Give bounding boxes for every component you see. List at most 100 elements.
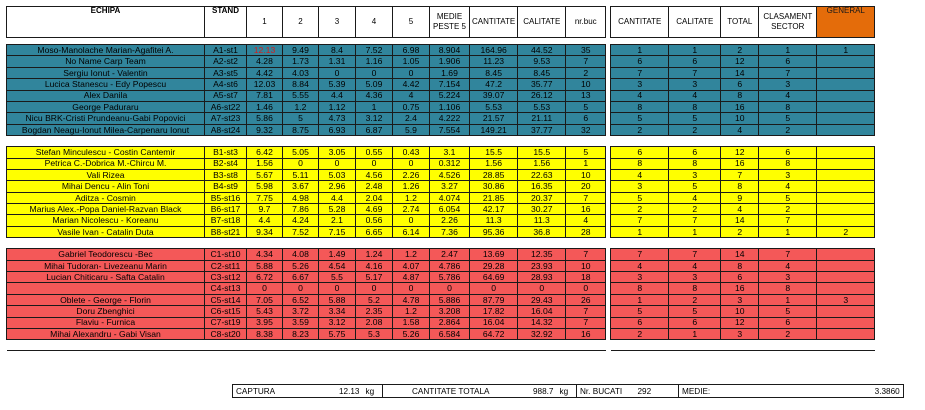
general-cell	[816, 112, 876, 125]
table-row: Mihai Tudoran- Livezeanu Marin C2-st11 5.8…	[6, 259, 876, 273]
spacer	[605, 294, 611, 306]
round-4-value: 6.65	[355, 225, 393, 239]
team-name	[6, 282, 205, 295]
round-1-value: 9.32	[246, 123, 283, 137]
table-row: No Name Carp Team A2-st2 4.28 1.73 1.31 1.16 1…	[6, 55, 876, 68]
gap-cell	[6, 37, 205, 45]
round-3-value: 5.03	[318, 168, 356, 182]
total-cell: 8	[720, 259, 760, 273]
gap-cell	[565, 37, 606, 45]
gap-cell	[246, 135, 283, 148]
clasament-sector-cell: 8	[758, 282, 818, 295]
calitate-cell: 20.37	[517, 191, 567, 205]
round-5-value: 6.98	[392, 43, 430, 57]
round-1-value: 12.03	[246, 78, 283, 91]
general-cell	[816, 203, 876, 216]
round-4-value: 7.52	[355, 43, 393, 57]
round-3-value: 5.5	[318, 271, 356, 284]
round-5-value: 5.26	[392, 327, 430, 341]
calitate-cell: 16.04	[517, 305, 567, 318]
round-5-value: 4	[392, 89, 430, 102]
general-cell	[816, 180, 876, 193]
stand-cell: B4-st9	[204, 180, 247, 193]
cantitate-rank-cell: 8	[610, 100, 670, 114]
captura-label: CAPTURA	[232, 384, 317, 398]
table-row: Alex Danila A5-st7 7.81 5.55 4.4 4.36 4 5.224 39…	[6, 89, 876, 102]
clasament-sector-cell: 7	[758, 214, 818, 227]
stand-cell: C6-st15	[204, 305, 247, 318]
cantitate-rank-cell: 2	[610, 327, 670, 341]
calitate-rank-cell: 3	[668, 78, 722, 91]
clasament-sector-cell: 6	[758, 55, 818, 68]
calitate-cell: 0	[517, 282, 567, 295]
gap-cell	[469, 37, 518, 45]
header-medie: MEDIE PESTE 5	[429, 6, 470, 38]
cantitate-rank-cell: 5	[610, 191, 670, 205]
round-2-value: 4.98	[282, 191, 319, 205]
gap-cell	[605, 237, 611, 249]
cantitate-cell: 87.79	[468, 293, 519, 307]
general-cell	[816, 214, 876, 227]
gap-cell	[605, 37, 611, 45]
round-4-value: 2.08	[355, 316, 393, 330]
spacer	[605, 55, 611, 68]
gap-cell	[610, 237, 669, 250]
cantitate-rank-cell: 3	[610, 180, 670, 193]
total-cell: 12	[720, 316, 760, 330]
medie-cell: 3.208	[429, 305, 470, 318]
calitate-cell: 35.77	[517, 78, 567, 91]
clasament-sector-cell: 5	[758, 305, 818, 318]
round-4-value: 2.04	[355, 191, 393, 205]
round-3-value: 2.96	[318, 180, 356, 193]
stand-cell: B8-st21	[204, 225, 247, 239]
round-5-value: 1.58	[392, 316, 430, 330]
cantitate-cell: 11.3	[468, 214, 519, 227]
gap-cell	[605, 339, 611, 351]
total-cell: 12	[720, 55, 760, 68]
gap-cell	[6, 237, 205, 250]
table-row: Marius Alex.-Popa Daniel-Razvan Black B6-…	[6, 203, 876, 216]
stand-cell: A8-st24	[204, 123, 247, 137]
round-4-value: 0	[355, 157, 393, 170]
nr-buc-cell: 13	[565, 89, 607, 102]
round-2-value: 8.23	[282, 327, 319, 341]
spacer	[605, 282, 611, 295]
medie-cell: 2.864	[429, 316, 470, 330]
team-name: Mihai Dencu - Alin Toni	[6, 180, 205, 193]
round-4-value: 4.56	[355, 168, 393, 182]
nr-buc-cell: 35	[565, 43, 607, 57]
spacer	[605, 146, 611, 159]
clasament-sector-cell: 6	[758, 146, 818, 159]
group-separator	[6, 339, 875, 352]
round-5-value: 6.14	[392, 225, 430, 239]
table-row: Aditza - Cosmin B5-st16 7.75 4.98 4.4 2.04 1.2…	[6, 191, 876, 205]
round-2-value: 4.24	[282, 214, 319, 227]
spacer	[605, 101, 611, 113]
gap-cell	[355, 135, 393, 148]
table-row: Bogdan Neagu-Ionut Milea-Carpenaru Ionut…	[6, 123, 876, 137]
round-1-value: 6.42	[246, 146, 283, 159]
round-2-value: 4.03	[282, 66, 319, 80]
round-1-value: 9.34	[246, 225, 283, 239]
stand-cell: A5-st7	[204, 89, 247, 102]
table-row: Flaviu - Furnica C7-st19 3.95 3.59 3.12 2.08 1…	[6, 316, 876, 330]
clasament-sector-cell: 1	[758, 225, 818, 239]
spacer	[605, 158, 611, 170]
cantitate-rank-cell: 1	[610, 43, 670, 57]
header-round-2: 2	[282, 6, 319, 38]
general-cell	[816, 146, 876, 159]
cantitate-rank-cell: 2	[610, 123, 670, 137]
clasament-sector-cell: 2	[758, 123, 818, 137]
clasament-sector-cell: 2	[758, 203, 818, 216]
gap-cell	[282, 339, 319, 352]
general-cell	[816, 100, 876, 114]
medie-cell: 1.906	[429, 55, 470, 68]
clasament-sector-cell: 3	[758, 271, 818, 284]
general-cell: 1	[816, 43, 876, 57]
table-row: Petrica C.-Dobrica M.-Chircu M. B2-st4 1.5…	[6, 157, 876, 170]
medie-cell: 0	[429, 282, 470, 295]
round-4-value: 5.17	[355, 271, 393, 284]
cantitate-cell: 64.72	[468, 327, 519, 341]
total-cell: 16	[720, 282, 760, 295]
round-2-value: 7.52	[282, 225, 319, 239]
